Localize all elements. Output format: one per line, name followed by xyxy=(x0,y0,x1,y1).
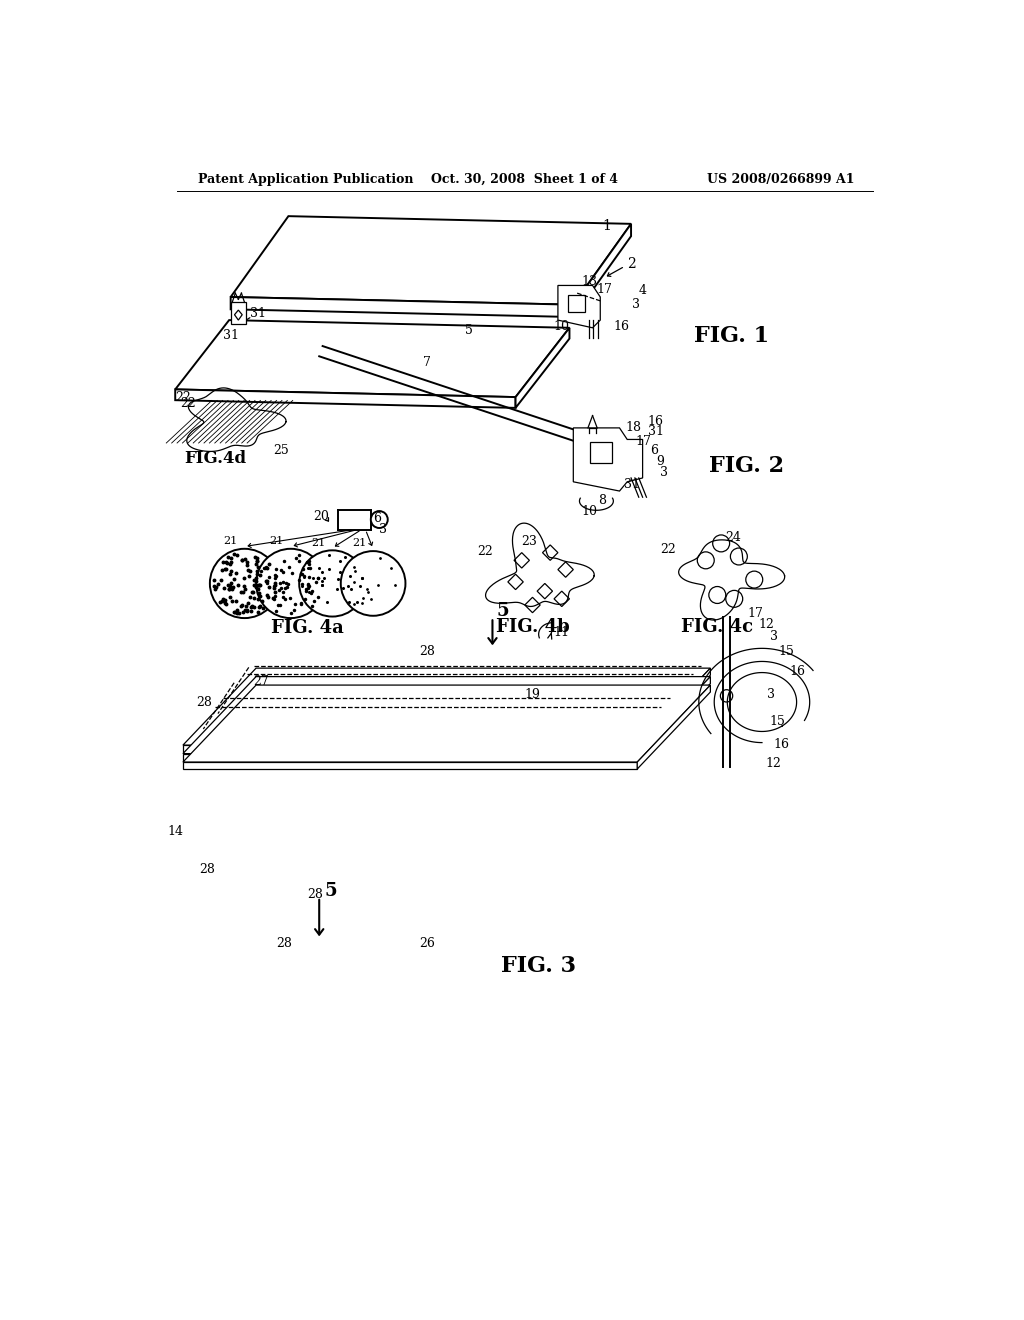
Circle shape xyxy=(341,552,406,615)
Text: 31: 31 xyxy=(250,308,265,321)
Text: 20: 20 xyxy=(313,510,330,523)
Text: 16: 16 xyxy=(790,665,806,677)
Text: US 2008/0266899 A1: US 2008/0266899 A1 xyxy=(707,173,854,186)
Polygon shape xyxy=(230,297,573,317)
Polygon shape xyxy=(175,389,515,408)
Text: FIG. 2: FIG. 2 xyxy=(709,455,784,478)
Polygon shape xyxy=(637,677,711,760)
Text: 6: 6 xyxy=(373,512,381,525)
Text: 19: 19 xyxy=(524,688,541,701)
Text: FIG. 4a: FIG. 4a xyxy=(271,619,344,638)
Text: 5: 5 xyxy=(325,882,337,900)
Text: 22: 22 xyxy=(660,543,676,556)
Text: 26: 26 xyxy=(419,936,435,949)
Text: 28: 28 xyxy=(419,645,435,659)
Text: 2: 2 xyxy=(627,257,636,271)
Text: 10: 10 xyxy=(554,319,569,333)
Text: FIG. 4c: FIG. 4c xyxy=(681,618,754,635)
Text: 6: 6 xyxy=(650,445,658,458)
Text: 31: 31 xyxy=(648,425,664,438)
Polygon shape xyxy=(183,668,711,744)
Text: 3: 3 xyxy=(660,466,669,479)
Polygon shape xyxy=(679,540,784,620)
Polygon shape xyxy=(230,216,631,305)
Polygon shape xyxy=(230,302,246,323)
Polygon shape xyxy=(183,762,637,770)
Text: 5: 5 xyxy=(497,602,510,620)
Text: 24: 24 xyxy=(725,531,740,544)
Text: 17: 17 xyxy=(748,607,764,620)
Text: 12: 12 xyxy=(759,618,774,631)
Polygon shape xyxy=(558,285,600,327)
Polygon shape xyxy=(186,388,286,451)
Text: FIG. 3: FIG. 3 xyxy=(501,956,577,977)
Text: FIG. 1: FIG. 1 xyxy=(693,325,769,346)
Polygon shape xyxy=(573,428,643,491)
Text: 5: 5 xyxy=(466,323,473,337)
Polygon shape xyxy=(183,685,711,762)
Polygon shape xyxy=(573,224,631,317)
Text: 3: 3 xyxy=(770,630,778,643)
Text: FIG.4d: FIG.4d xyxy=(184,450,247,467)
Text: Oct. 30, 2008  Sheet 1 of 4: Oct. 30, 2008 Sheet 1 of 4 xyxy=(431,173,618,186)
Text: FIG. 4b: FIG. 4b xyxy=(496,618,569,635)
Polygon shape xyxy=(183,677,711,754)
Text: 31: 31 xyxy=(222,329,239,342)
Text: 15: 15 xyxy=(769,714,785,727)
Text: 13: 13 xyxy=(582,275,597,288)
Text: 22: 22 xyxy=(477,545,493,557)
Text: 28: 28 xyxy=(307,888,324,902)
Text: 16: 16 xyxy=(648,416,664,428)
Text: 14: 14 xyxy=(167,825,183,838)
Text: 22: 22 xyxy=(180,397,197,409)
Text: 18: 18 xyxy=(626,421,641,434)
Circle shape xyxy=(210,549,280,618)
Text: 21: 21 xyxy=(269,536,284,546)
Text: 9: 9 xyxy=(656,455,665,469)
Text: 3: 3 xyxy=(379,523,387,536)
Text: 11: 11 xyxy=(554,626,569,639)
Polygon shape xyxy=(637,685,711,770)
Text: 1: 1 xyxy=(602,219,611,234)
Text: 27: 27 xyxy=(254,675,269,688)
Text: 17: 17 xyxy=(636,436,651,449)
Text: 23: 23 xyxy=(521,536,538,548)
Text: 17: 17 xyxy=(596,282,612,296)
Text: 28: 28 xyxy=(196,696,212,709)
Text: 15: 15 xyxy=(778,645,795,659)
Text: 21: 21 xyxy=(352,539,367,548)
Text: 3: 3 xyxy=(633,298,640,312)
Text: 28: 28 xyxy=(276,936,293,949)
Text: 21: 21 xyxy=(223,536,238,546)
Text: 16: 16 xyxy=(613,319,630,333)
Text: Patent Application Publication: Patent Application Publication xyxy=(199,173,414,186)
Text: 8: 8 xyxy=(598,494,606,507)
Text: 25: 25 xyxy=(272,445,289,458)
Text: 3: 3 xyxy=(767,688,775,701)
Text: 22: 22 xyxy=(175,391,190,404)
Text: 7: 7 xyxy=(423,356,431,370)
Circle shape xyxy=(299,550,366,616)
Circle shape xyxy=(256,549,326,618)
Text: 31: 31 xyxy=(624,478,640,491)
Polygon shape xyxy=(175,321,569,397)
Text: 4: 4 xyxy=(639,284,646,297)
Polygon shape xyxy=(183,754,637,760)
Polygon shape xyxy=(183,744,637,752)
Text: 28: 28 xyxy=(200,863,215,876)
Circle shape xyxy=(371,511,388,528)
Polygon shape xyxy=(485,523,594,606)
Polygon shape xyxy=(515,327,569,408)
Text: 12: 12 xyxy=(766,758,781,770)
Text: 21: 21 xyxy=(311,537,326,548)
Text: 16: 16 xyxy=(773,738,790,751)
Text: 10: 10 xyxy=(582,504,597,517)
Polygon shape xyxy=(637,668,711,752)
